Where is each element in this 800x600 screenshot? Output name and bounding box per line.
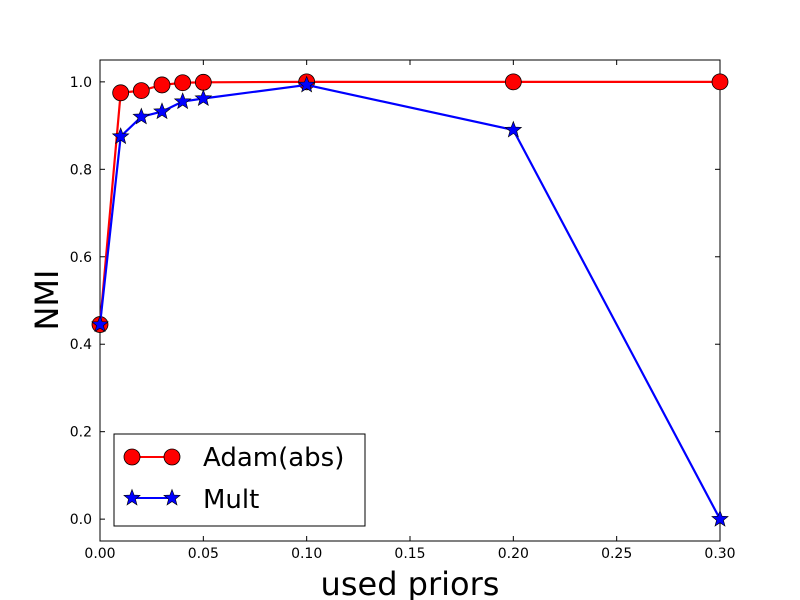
legend-marker-mult xyxy=(123,488,141,506)
data-point-adam-abs xyxy=(711,73,729,91)
data-point-adam-abs xyxy=(504,73,522,91)
data-point-mult xyxy=(504,120,523,138)
series-layer xyxy=(91,73,729,527)
x-axis-ticks: 0.00 0.05 0.10 0.15 0.20 0.25 0.30 xyxy=(84,60,736,562)
data-point-adam-abs xyxy=(112,84,130,102)
y-tick-label: 1.0 xyxy=(70,75,92,91)
data-point-mult xyxy=(173,92,192,110)
x-tick-label: 0.30 xyxy=(704,546,735,562)
x-axis-title: used priors xyxy=(321,565,500,600)
legend-frame xyxy=(113,433,366,527)
legend: Adam(abs) Mult xyxy=(113,433,366,527)
x-tick-label: 0.10 xyxy=(291,546,322,562)
data-point-adam-abs xyxy=(132,82,150,100)
data-point-mult xyxy=(711,509,729,527)
y-tick-label: 0.6 xyxy=(70,250,92,266)
data-point-adam-abs xyxy=(194,73,212,91)
data-point-mult xyxy=(132,107,151,125)
data-point-mult xyxy=(194,89,213,107)
data-point-adam-abs xyxy=(153,76,171,94)
data-point-mult xyxy=(111,127,130,145)
y-tick-label: 0.8 xyxy=(70,162,92,178)
data-point-adam-abs xyxy=(174,74,192,92)
x-tick-label: 0.05 xyxy=(188,546,219,562)
x-tick-label: 0.25 xyxy=(601,546,632,562)
legend-marker-adam xyxy=(123,448,141,466)
y-axis-title: NMI xyxy=(28,270,66,331)
x-tick-label: 0.00 xyxy=(84,546,115,562)
legend-label-adam: Adam(abs) xyxy=(203,443,344,473)
legend-marker-mult xyxy=(163,488,181,506)
legend-label-mult: Mult xyxy=(203,485,259,515)
y-tick-label: 0.4 xyxy=(70,337,92,353)
y-tick-label: 0.2 xyxy=(70,425,92,441)
legend-markers-mult xyxy=(123,488,181,506)
data-point-mult xyxy=(153,102,171,120)
y-axis-ticks: 0.0 0.2 0.4 0.6 0.8 1.0 xyxy=(70,75,720,528)
legend-marker-adam xyxy=(163,448,181,466)
data-point-mult xyxy=(91,315,109,333)
x-tick-label: 0.20 xyxy=(498,546,529,562)
x-tick-label: 0.15 xyxy=(394,546,425,562)
data-point-mult xyxy=(297,75,316,93)
y-tick-label: 0.0 xyxy=(70,512,92,528)
